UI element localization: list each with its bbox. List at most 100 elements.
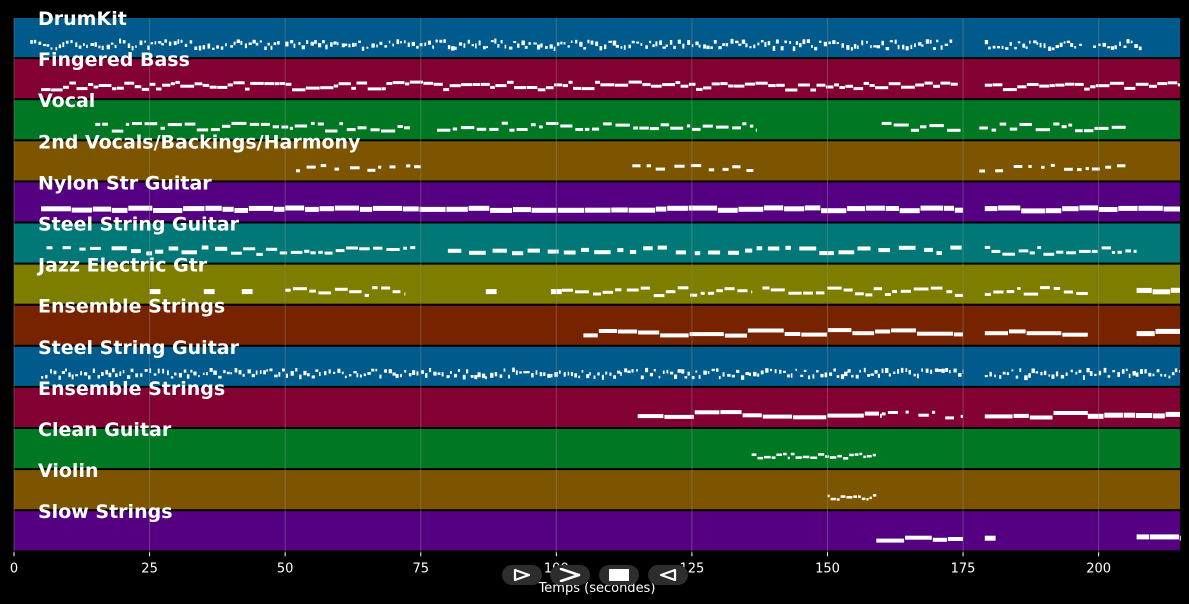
note xyxy=(711,82,720,86)
rewind-button[interactable] xyxy=(648,565,688,585)
note xyxy=(492,248,507,253)
note xyxy=(728,250,739,255)
note xyxy=(894,39,897,44)
note xyxy=(703,86,712,90)
note xyxy=(450,371,452,374)
note xyxy=(768,84,776,88)
note xyxy=(790,373,793,378)
note xyxy=(921,368,923,372)
note xyxy=(112,368,115,373)
note xyxy=(404,370,407,373)
note xyxy=(447,248,462,253)
note xyxy=(897,369,900,374)
playback-controls xyxy=(502,565,692,585)
play-button[interactable] xyxy=(502,565,542,585)
note xyxy=(233,81,245,85)
note xyxy=(1171,372,1175,376)
note xyxy=(1024,375,1028,381)
note xyxy=(901,85,915,89)
note xyxy=(884,293,891,296)
note xyxy=(1065,82,1075,86)
note xyxy=(1045,208,1062,214)
note xyxy=(447,45,451,50)
note xyxy=(470,375,474,378)
note xyxy=(1035,128,1050,132)
note xyxy=(202,83,210,87)
note xyxy=(853,43,857,49)
note xyxy=(1083,375,1085,381)
note xyxy=(364,293,369,297)
note xyxy=(933,84,940,88)
note xyxy=(560,41,563,45)
note xyxy=(636,41,640,44)
note xyxy=(787,456,790,460)
note xyxy=(741,39,746,44)
note xyxy=(1077,168,1082,172)
note xyxy=(1033,40,1037,44)
note xyxy=(388,40,391,44)
note xyxy=(490,85,495,89)
note xyxy=(703,44,707,49)
track-background xyxy=(14,346,1180,386)
note xyxy=(806,39,810,44)
note xyxy=(396,39,400,45)
note xyxy=(260,122,270,126)
note xyxy=(480,82,490,86)
note xyxy=(433,371,437,376)
note xyxy=(949,39,953,43)
note xyxy=(925,39,930,44)
note xyxy=(504,44,507,49)
note xyxy=(732,165,741,169)
note xyxy=(503,368,506,372)
note xyxy=(742,122,747,126)
note xyxy=(992,83,1003,87)
note xyxy=(991,128,997,132)
note xyxy=(131,249,141,254)
rewind-outline-icon xyxy=(659,568,677,582)
note xyxy=(953,368,957,373)
note xyxy=(69,81,76,85)
note xyxy=(1104,412,1123,418)
note xyxy=(264,46,267,51)
note xyxy=(97,375,100,379)
note xyxy=(562,84,568,88)
note xyxy=(95,122,101,126)
note xyxy=(305,86,320,90)
note xyxy=(745,43,748,48)
note xyxy=(425,373,428,378)
note xyxy=(1084,87,1090,91)
note xyxy=(742,413,762,418)
note xyxy=(850,47,853,51)
note xyxy=(814,46,818,51)
note xyxy=(640,286,650,290)
note xyxy=(330,42,333,47)
note xyxy=(636,369,638,372)
note xyxy=(161,43,164,46)
note xyxy=(1126,39,1130,44)
note xyxy=(1130,40,1133,44)
stop-button[interactable] xyxy=(599,565,639,585)
fast-forward-button[interactable] xyxy=(550,565,590,585)
note xyxy=(717,207,738,213)
note xyxy=(437,128,451,132)
note xyxy=(962,369,964,374)
note xyxy=(664,414,694,419)
note xyxy=(643,246,653,251)
note xyxy=(554,83,563,87)
note xyxy=(285,41,289,47)
track-band xyxy=(14,141,1180,181)
note xyxy=(1070,369,1073,373)
note xyxy=(575,39,578,44)
note xyxy=(863,81,869,85)
note xyxy=(230,251,242,255)
note xyxy=(243,247,256,251)
track-band xyxy=(14,429,1180,469)
note xyxy=(1105,165,1112,169)
note xyxy=(1029,40,1031,44)
note xyxy=(984,245,991,249)
note xyxy=(328,369,331,374)
note xyxy=(218,375,222,379)
note xyxy=(1026,331,1062,336)
note xyxy=(1074,82,1084,86)
note xyxy=(427,40,431,45)
